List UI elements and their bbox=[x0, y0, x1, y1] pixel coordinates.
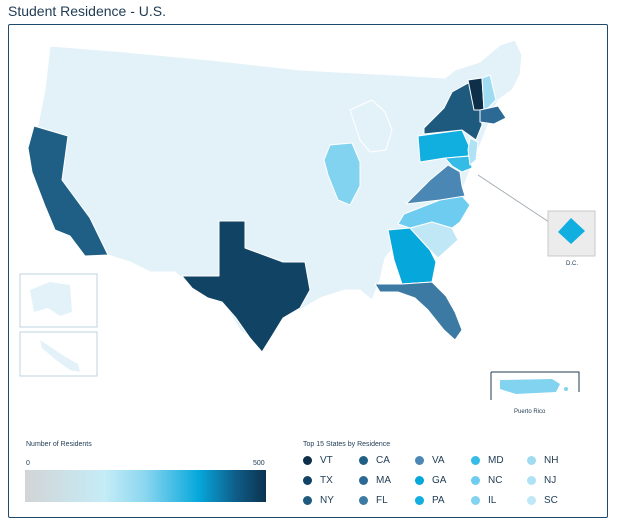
michigan bbox=[349, 99, 393, 153]
legend-label: NH bbox=[544, 455, 559, 466]
legend-item-pa: PA bbox=[415, 495, 445, 506]
dc-shape bbox=[558, 218, 585, 244]
legend-item-nh: NH bbox=[527, 455, 558, 466]
scale-max: 500 bbox=[253, 460, 265, 467]
legend-label: MA bbox=[376, 475, 391, 486]
legend-item-fl: FL bbox=[359, 495, 388, 506]
legend-dot bbox=[415, 476, 424, 485]
legend-dot bbox=[471, 496, 480, 505]
legend-label: TX bbox=[320, 475, 333, 486]
hawaii-shape bbox=[40, 340, 80, 372]
legend-label: GA bbox=[432, 475, 447, 486]
legend-dot bbox=[303, 476, 312, 485]
state-il bbox=[323, 142, 361, 206]
legend-label: NC bbox=[488, 475, 503, 486]
legend-dot bbox=[471, 476, 480, 485]
legend-item-va: VA bbox=[415, 455, 445, 466]
legend-dot bbox=[527, 456, 536, 465]
pr-shape bbox=[500, 379, 560, 394]
page-title: Student Residence - U.S. bbox=[8, 3, 166, 19]
scale-title: Number of Residents bbox=[26, 441, 92, 448]
states-legend-title: Top 15 States by Residence bbox=[303, 441, 391, 448]
legend-item-tx: TX bbox=[303, 475, 333, 486]
legend-item-ga: GA bbox=[415, 475, 446, 486]
legend-item-sc: SC bbox=[527, 495, 558, 506]
alaska-shape bbox=[30, 282, 72, 316]
legend-label: FL bbox=[376, 495, 388, 506]
legend-label: SC bbox=[544, 495, 558, 506]
state-nh bbox=[481, 74, 497, 111]
legend-item-ca: CA bbox=[359, 455, 390, 466]
legend-item-vt: VT bbox=[303, 455, 333, 466]
legend-dot bbox=[415, 496, 424, 505]
state-fl bbox=[374, 281, 463, 341]
legend-label: VA bbox=[432, 455, 445, 466]
residents-gradient bbox=[25, 470, 266, 502]
us-mainland bbox=[29, 39, 523, 346]
legend-dot bbox=[303, 496, 312, 505]
state-ca bbox=[27, 125, 109, 257]
legend-label: NY bbox=[320, 495, 334, 506]
legend-dot bbox=[359, 476, 368, 485]
legend-item-md: MD bbox=[471, 455, 504, 466]
states-legend: VT TX NY CA MA FL VA GA PA MD NC IL NH NJ SC bbox=[303, 455, 603, 515]
legend-dot bbox=[471, 456, 480, 465]
legend-dot bbox=[527, 496, 536, 505]
legend-item-nj: NJ bbox=[527, 475, 556, 486]
legend-item-il: IL bbox=[471, 495, 496, 506]
legend-dot bbox=[415, 456, 424, 465]
state-ma bbox=[479, 105, 507, 125]
state-va bbox=[405, 164, 466, 205]
legend-item-ny: NY bbox=[303, 495, 334, 506]
legend-label: NJ bbox=[544, 475, 557, 486]
legend-label: MD bbox=[488, 455, 504, 466]
legend-dot bbox=[359, 496, 368, 505]
legend-label: CA bbox=[376, 455, 390, 466]
legend-label: PA bbox=[432, 495, 445, 506]
legend-dot bbox=[359, 456, 368, 465]
scale-min: 0 bbox=[26, 460, 30, 467]
pr-label: Puerto Rico bbox=[514, 409, 546, 415]
state-tx bbox=[181, 220, 311, 353]
legend-label: IL bbox=[488, 495, 497, 506]
legend-dot bbox=[527, 476, 536, 485]
legend-item-nc: NC bbox=[471, 475, 502, 486]
legend-label: VT bbox=[320, 455, 333, 466]
legend-item-ma: MA bbox=[359, 475, 391, 486]
state-nj bbox=[467, 137, 479, 166]
dc-label: D.C. bbox=[566, 261, 578, 267]
legend-dot bbox=[303, 456, 312, 465]
